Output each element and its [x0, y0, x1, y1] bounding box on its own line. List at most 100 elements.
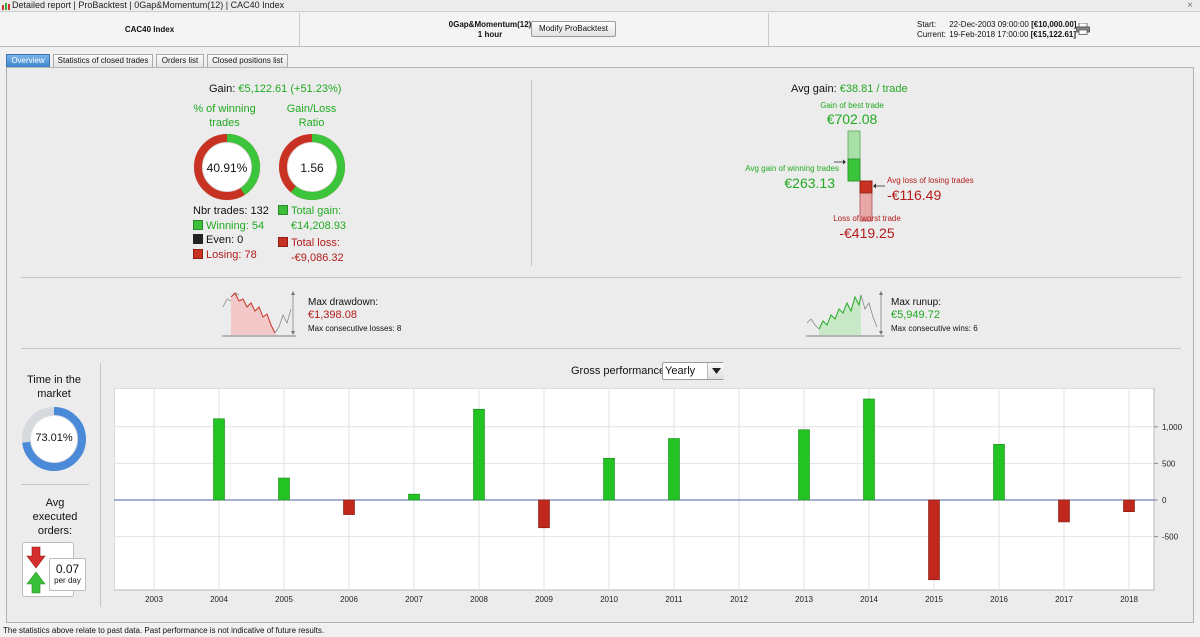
bar-2005: [278, 477, 290, 501]
total-gain-value: €14,208.93: [291, 219, 347, 232]
arrow-left-icon: [873, 183, 885, 189]
start-row: Start: 22-Dec-2003 09:00:00 [€10,000.00]: [917, 20, 1076, 29]
y-tick-label: -500: [1162, 533, 1179, 542]
runup-sparkline: [806, 291, 884, 337]
chart-bars: [213, 398, 1135, 581]
worst-trade-value: -€419.25: [839, 225, 895, 241]
gain-loss-totals: Total gain: €14,208.93 Total loss: -€9,0…: [278, 204, 346, 265]
tab-statistics-closed-trades[interactable]: Statistics of closed trades: [53, 54, 153, 67]
disclaimer-footer: The statistics above relate to past data…: [3, 626, 325, 635]
bar-2006: [343, 499, 355, 515]
total-loss-label: Total loss:: [291, 237, 340, 249]
date-range: Start: 22-Dec-2003 09:00:00 [€10,000.00]…: [769, 13, 1200, 46]
bar-2011: [668, 438, 680, 501]
divider-2: [21, 348, 1181, 349]
avg-loss-bar: [859, 180, 873, 194]
avg-orders-title: Avg executed orders:: [21, 496, 89, 538]
left-column-divider: [100, 363, 101, 607]
bar-2014: [863, 398, 875, 501]
y-tick-label: 0: [1162, 496, 1167, 505]
trade-counts: Nbr trades: 132 Winning: 54 Even: 0 Losi…: [193, 204, 269, 262]
total-gain-row: Total gain:: [278, 204, 346, 219]
dropdown-button[interactable]: [707, 363, 724, 379]
winning-pct-donut: [193, 133, 261, 201]
instrument-name: CAC40 Index: [0, 13, 300, 46]
current-label: Current:: [917, 30, 946, 39]
best-trade-value: €702.08: [826, 111, 878, 127]
time-in-market-title-1: Time in the: [26, 374, 81, 386]
avg-orders-title-3: orders:: [37, 525, 73, 537]
winning-pct-title: % of winning trades: [172, 102, 277, 130]
runup-sub: Max consecutive wins: 6: [891, 324, 978, 333]
x-tick-label: 2012: [730, 595, 748, 604]
report-header: CAC40 Index 0Gap&Momentum(12) 1 hour Mod…: [0, 13, 1200, 47]
ratio-title: Gain/Loss Ratio: [269, 102, 354, 130]
total-gain-label: Total gain:: [291, 205, 342, 217]
bar-2017: [1058, 499, 1070, 523]
avg-win-value: €263.13: [784, 175, 835, 191]
x-axis-labels: 2003 2004 2005 2006 2007 2008 2009 2010 2011 2012…: [145, 595, 1138, 604]
time-in-market-arc: [22, 407, 86, 471]
buy-sell-arrows-icon: [26, 546, 46, 594]
divider-1: [21, 277, 1181, 278]
x-tick-label: 2007: [405, 595, 423, 604]
orders-value-box: 0.07 per day: [49, 558, 86, 591]
time-in-market-donut: [22, 407, 86, 471]
runup-value: €5,949.72: [891, 309, 940, 321]
timeframe: 1 hour: [477, 30, 503, 39]
total-loss-swatch: [278, 237, 288, 247]
close-icon[interactable]: ×: [1187, 0, 1193, 11]
donut-winning-arc: [194, 134, 260, 200]
time-in-market-title: Time in the market: [21, 373, 87, 401]
tab-orders-list[interactable]: Orders list: [156, 54, 204, 67]
avg-loss-label: Avg loss of losing trades: [887, 176, 974, 185]
x-tick-label: 2003: [145, 595, 163, 604]
x-tick-label: 2015: [925, 595, 943, 604]
drawdown-sparkline: [222, 291, 296, 337]
period-select-value: Yearly: [665, 365, 696, 377]
winning-count: Winning: 54: [206, 219, 265, 232]
gain-label: Gain:: [209, 83, 236, 95]
runup-info: Max runup: €5,949.72 Max consecutive win…: [891, 296, 978, 335]
winning-pct-title-2: trades: [209, 117, 240, 129]
x-tick-label: 2005: [275, 595, 293, 604]
gain-summary: Gain: €5,122.61 (+51.23%): [209, 83, 341, 95]
x-tick-label: 2013: [795, 595, 813, 604]
even-row: Even: 0: [193, 233, 269, 248]
nbr-trades: Nbr trades: 132: [193, 205, 269, 217]
avg-orders-value: 0.07: [55, 562, 80, 576]
avg-gain-summary: Avg gain: €38.81 / trade: [791, 83, 908, 95]
gross-performance-chart: 2003 2004 2005 2006 2007 2008 2009 2010 2011 2012…: [114, 388, 1183, 604]
losing-row: Losing: 78: [193, 248, 269, 263]
arrow-right-icon: [834, 159, 846, 165]
bar-2016: [993, 444, 1005, 501]
window-titlebar: Detailed report | ProBacktest | 0Gap&Mom…: [0, 0, 1200, 12]
chart-title: Gross performance: [571, 365, 666, 377]
vertical-divider: [531, 80, 532, 266]
y-tick-label: 500: [1162, 459, 1176, 468]
x-tick-label: 2017: [1055, 595, 1073, 604]
tab-overview[interactable]: Overview: [6, 54, 50, 67]
bar-2009: [538, 499, 550, 529]
printer-icon[interactable]: [1076, 23, 1090, 35]
ratio-donut: [279, 134, 345, 200]
drawdown-label: Max drawdown:: [308, 297, 379, 308]
x-tick-label: 2010: [600, 595, 618, 604]
bar-2015: [928, 499, 940, 581]
drawdown-value: €1,398.08: [308, 309, 357, 321]
winning-swatch: [193, 219, 203, 230]
tab-closed-positions-list[interactable]: Closed positions list: [207, 54, 288, 67]
gain-value: €5,122.61 (+51.23%): [238, 83, 342, 95]
bar-2007: [408, 493, 420, 501]
worst-trade-label: Loss of worst trade: [833, 214, 901, 223]
window-title: Detailed report | ProBacktest | 0Gap&Mom…: [12, 0, 285, 10]
winning-pct-value: 40.91%: [206, 161, 248, 175]
overview-panel: Gain: €5,122.61 (+51.23%) % of winning t…: [6, 67, 1194, 623]
period-select[interactable]: Yearly: [662, 362, 724, 380]
ratio-value: 1.56: [300, 161, 324, 175]
x-tick-label: 2018: [1120, 595, 1138, 604]
start-capital: [€10,000.00]: [1031, 20, 1077, 29]
modify-probacktest-button[interactable]: Modify ProBacktest: [531, 21, 616, 37]
bar-2010: [603, 457, 615, 501]
x-tick-label: 2011: [665, 595, 683, 604]
